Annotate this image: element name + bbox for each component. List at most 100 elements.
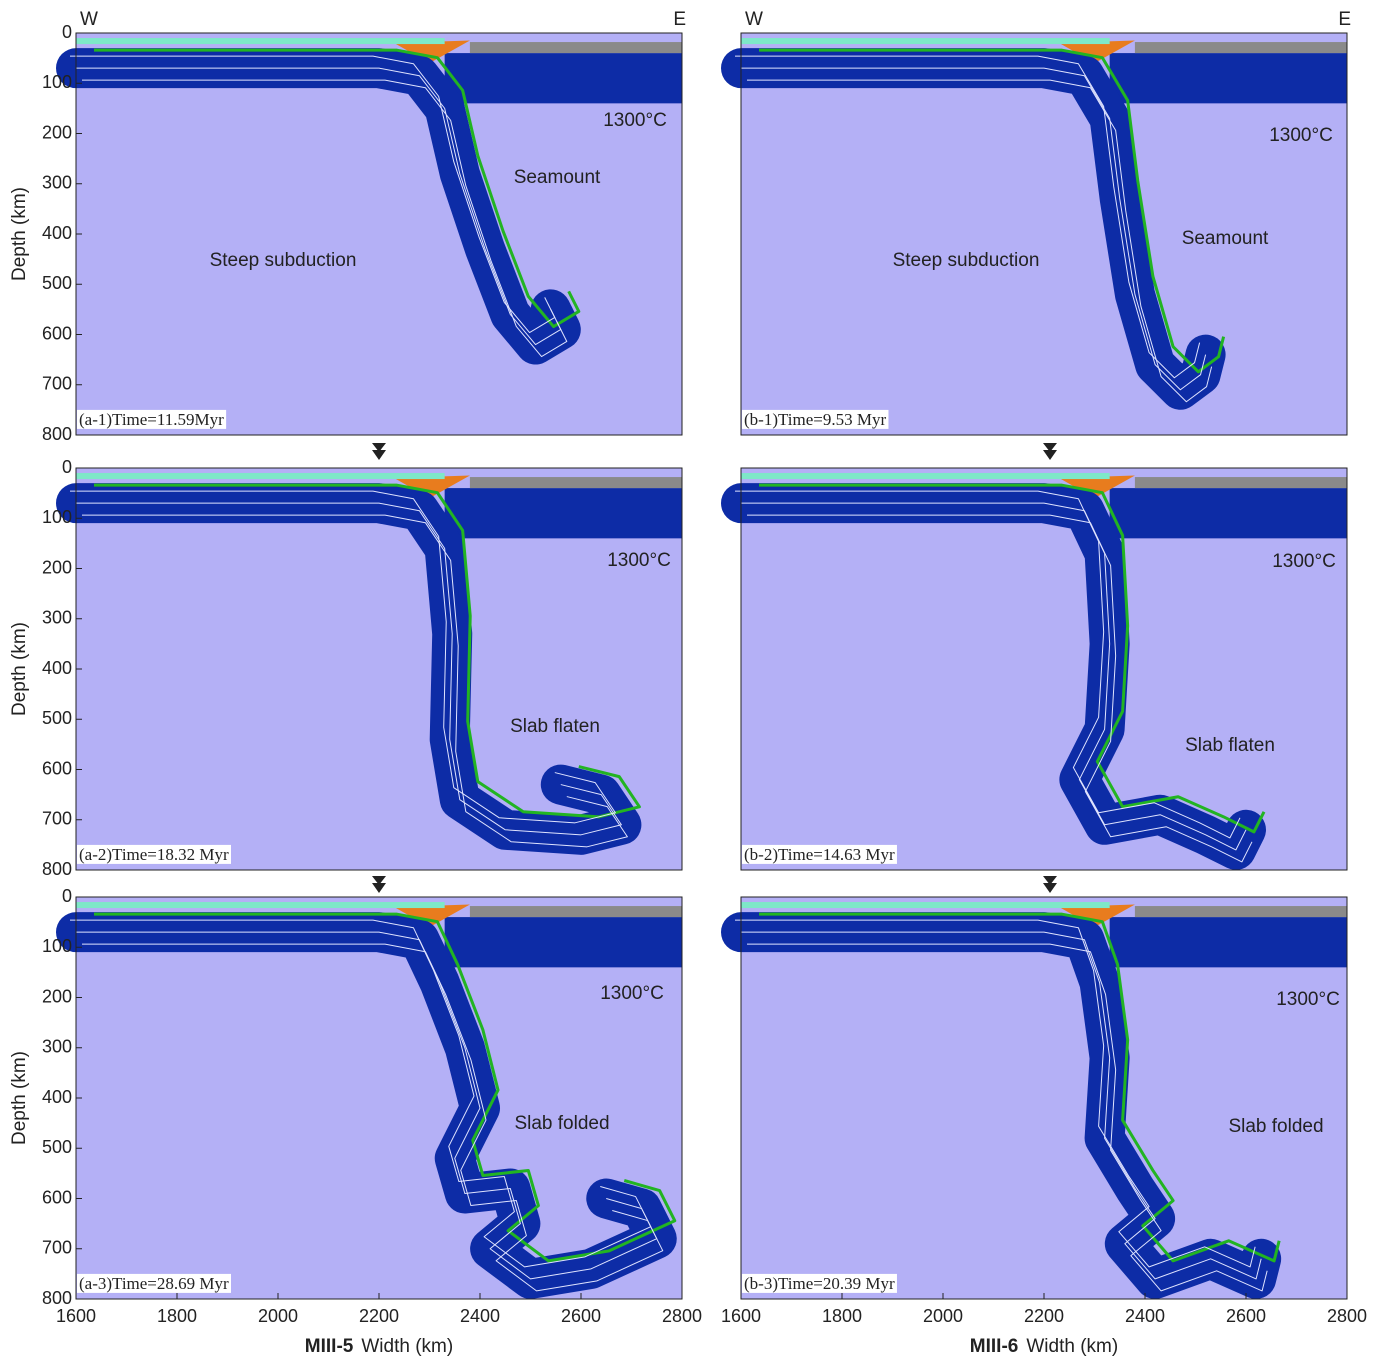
annotation: Slab folded: [514, 1113, 609, 1134]
panel: (b-3)Time=20.39 Myr 1300°C Slab folded 1600…: [721, 897, 1367, 1357]
annotation: 1300°C: [600, 983, 664, 1004]
annotation: Slab folded: [1228, 1116, 1323, 1137]
y-tick-label: 0: [62, 22, 72, 42]
annotation: 1300°C: [1269, 125, 1333, 146]
y-tick-label: 800: [42, 1288, 72, 1308]
west-label: W: [745, 9, 763, 30]
y-tick-label: 200: [42, 557, 72, 577]
y-tick-label: 400: [42, 658, 72, 678]
y-tick-label: 200: [42, 986, 72, 1006]
y-tick-label: 300: [42, 608, 72, 628]
east-label: E: [673, 9, 686, 30]
crust: [470, 42, 682, 53]
time-label: (b-3)Time=20.39 Myr: [744, 1274, 895, 1293]
y-tick-label: 800: [42, 859, 72, 879]
y-tick-label: 500: [42, 708, 72, 728]
annotation: Slab flaten: [510, 716, 600, 737]
y-tick-label: 500: [42, 273, 72, 293]
y-axis-title: Depth (km): [9, 187, 30, 281]
x-tick-label: 2200: [359, 1306, 399, 1326]
sediment: [741, 473, 1110, 479]
annotation: Steep subduction: [893, 250, 1040, 271]
annotation: Seamount: [1182, 228, 1269, 249]
x-tick-label: 2200: [1024, 1306, 1064, 1326]
time-label: (b-1)Time=9.53 Myr: [744, 410, 886, 429]
crust: [470, 906, 682, 917]
x-tick-label: 2600: [561, 1306, 601, 1326]
y-tick-label: 100: [42, 507, 72, 527]
x-tick-label: 1600: [721, 1306, 761, 1326]
time-label: (b-2)Time=14.63 Myr: [744, 845, 895, 864]
crust: [1135, 906, 1347, 917]
sediment: [741, 902, 1110, 908]
y-tick-label: 100: [42, 72, 72, 92]
y-tick-label: 300: [42, 173, 72, 193]
overriding-plate: [1110, 488, 1347, 538]
y-tick-label: 300: [42, 1037, 72, 1057]
x-axis-title: MIII-5 Width (km): [305, 1336, 453, 1357]
y-tick-label: 400: [42, 1087, 72, 1107]
x-tick-label: 2400: [460, 1306, 500, 1326]
y-axis-title: Depth (km): [9, 1051, 30, 1145]
page: (a-1)Time=11.59Myr 1300°C Seamount Steep su…: [0, 0, 1390, 1360]
overriding-plate: [445, 488, 682, 538]
y-tick-label: 400: [42, 223, 72, 243]
x-tick-label: 1800: [157, 1306, 197, 1326]
crust: [470, 477, 682, 488]
x-tick-label: 2400: [1125, 1306, 1165, 1326]
crust: [1135, 42, 1347, 53]
x-tick-label: 2800: [1327, 1306, 1367, 1326]
annotation: 1300°C: [607, 550, 671, 571]
x-axis-label: Width (km): [361, 1336, 453, 1357]
sediment: [76, 38, 445, 44]
overriding-plate: [445, 53, 682, 103]
east-label: E: [1338, 9, 1351, 30]
figure: (a-1)Time=11.59Myr 1300°C Seamount Steep su…: [0, 0, 1390, 1360]
y-tick-label: 800: [42, 424, 72, 444]
x-tick-label: 2600: [1226, 1306, 1266, 1326]
annotation: Slab flaten: [1185, 735, 1275, 756]
annotation: Seamount: [514, 167, 601, 188]
panel: (b-1)Time=9.53 Myr 1300°C Seamount Steep su…: [735, 9, 1351, 435]
x-tick-label: 2800: [662, 1306, 702, 1326]
panel: (b-2)Time=14.63 Myr 1300°C Slab flaten: [735, 468, 1347, 870]
x-tick-label: 2000: [258, 1306, 298, 1326]
overriding-plate: [1110, 917, 1347, 967]
model-name: MIII-6: [970, 1336, 1019, 1357]
panel: (a-1)Time=11.59Myr 1300°C Seamount Steep su…: [9, 9, 686, 444]
overriding-plate: [445, 917, 682, 967]
time-label: (a-1)Time=11.59Myr: [79, 410, 224, 429]
x-tick-label: 1600: [56, 1306, 96, 1326]
model-name: MIII-5: [305, 1336, 354, 1357]
sediment: [76, 473, 445, 479]
panel: (a-3)Time=28.69 Myr 1300°C Slab folded 0 100…: [9, 886, 702, 1357]
x-axis-title: MIII-6 Width (km): [970, 1336, 1118, 1357]
annotation: 1300°C: [603, 110, 667, 131]
y-tick-label: 700: [42, 809, 72, 829]
y-tick-label: 100: [42, 936, 72, 956]
annotation: Steep subduction: [210, 250, 357, 271]
y-tick-label: 600: [42, 1187, 72, 1207]
y-tick-label: 600: [42, 323, 72, 343]
sediment: [741, 38, 1110, 44]
y-tick-label: 700: [42, 374, 72, 394]
y-tick-label: 0: [62, 886, 72, 906]
panel: (a-2)Time=18.32 Myr 1300°C Slab flaten 0 100…: [9, 457, 682, 879]
y-axis-title: Depth (km): [9, 622, 30, 716]
sediment: [76, 902, 445, 908]
crust: [1135, 477, 1347, 488]
west-label: W: [80, 9, 98, 30]
time-label: (a-3)Time=28.69 Myr: [79, 1274, 229, 1293]
x-tick-label: 1800: [822, 1306, 862, 1326]
x-tick-label: 2000: [923, 1306, 963, 1326]
y-tick-label: 200: [42, 122, 72, 142]
annotation: 1300°C: [1276, 989, 1340, 1010]
y-tick-label: 0: [62, 457, 72, 477]
y-tick-label: 500: [42, 1137, 72, 1157]
annotation: 1300°C: [1272, 551, 1336, 572]
overriding-plate: [1110, 53, 1347, 103]
x-axis-label: Width (km): [1026, 1336, 1118, 1357]
y-tick-label: 600: [42, 758, 72, 778]
time-label: (a-2)Time=18.32 Myr: [79, 845, 229, 864]
y-tick-label: 700: [42, 1238, 72, 1258]
